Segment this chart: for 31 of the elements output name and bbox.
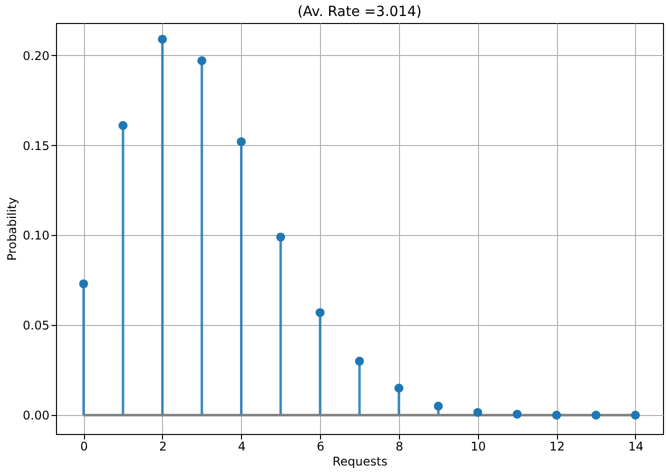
x-tick-label: 2 <box>159 440 167 454</box>
point <box>394 384 404 393</box>
point <box>118 121 128 130</box>
point <box>316 308 325 318</box>
point <box>434 402 443 411</box>
y-tick-label: 0.15 <box>22 138 50 153</box>
point <box>552 410 562 420</box>
y-axis-title: Probability <box>4 197 19 261</box>
x-tick-label: 8 <box>396 440 404 454</box>
x-tick-label: 10 <box>470 440 486 454</box>
point <box>158 34 167 44</box>
y-tick-label: 0.05 <box>22 318 50 333</box>
point <box>355 356 364 366</box>
point <box>276 232 286 242</box>
point <box>592 410 600 420</box>
x-tick-label: 14 <box>628 440 644 454</box>
x-tick-label: 12 <box>549 440 565 454</box>
point <box>197 56 206 66</box>
x-tick-label: 6 <box>316 440 324 454</box>
point <box>79 279 88 288</box>
point <box>236 137 246 146</box>
point <box>630 410 640 420</box>
y-tick-label: 0.20 <box>22 48 50 63</box>
point <box>512 410 522 419</box>
x-tick-label: 4 <box>238 440 246 454</box>
x-axis-title: Requests <box>332 454 388 468</box>
y-tick-label: 0.00 <box>22 408 50 423</box>
y-tick-label: 0.10 <box>22 228 50 243</box>
chart-title: (Av. Rate =3.014) <box>297 4 422 20</box>
point <box>473 408 482 417</box>
x-tick-label: 0 <box>80 440 88 454</box>
